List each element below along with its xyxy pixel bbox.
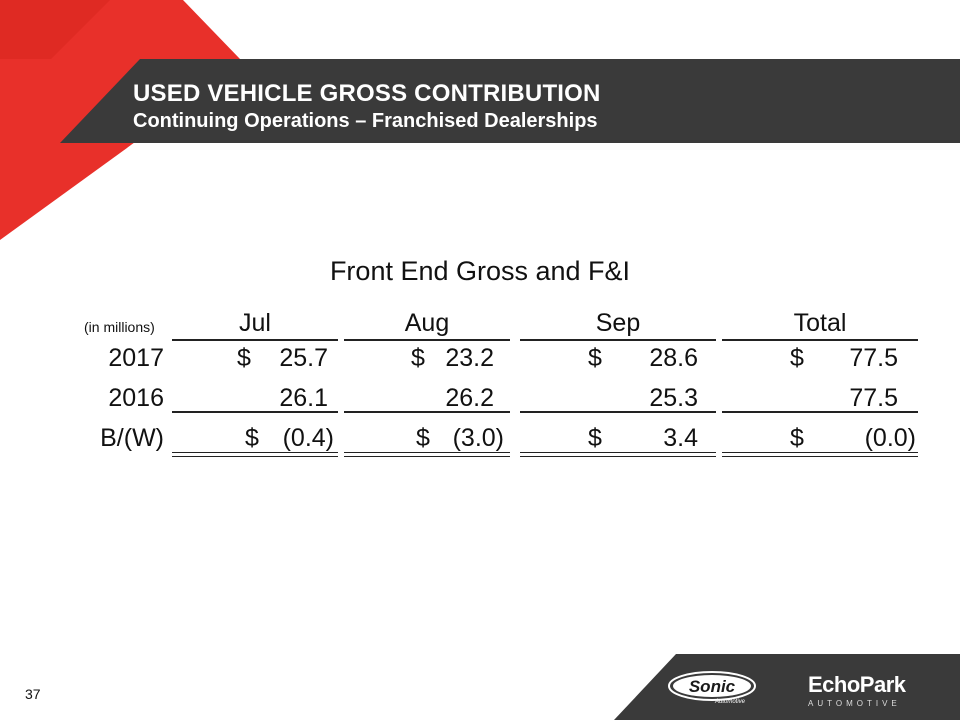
header-underline xyxy=(520,339,716,341)
total-double-underline xyxy=(344,452,510,457)
cell-value: (0.0) xyxy=(864,424,916,452)
row-label-bw: B/(W) xyxy=(100,424,164,452)
page-number: 37 xyxy=(25,686,41,702)
cell-value: 26.1 xyxy=(279,384,328,412)
col-header-jul: Jul xyxy=(239,309,271,337)
cell-value: 23.2 xyxy=(445,344,494,372)
cell-value: 25.7 xyxy=(279,344,328,372)
col-header-total: Total xyxy=(793,309,847,337)
page-title: USED VEHICLE GROSS CONTRIBUTION xyxy=(133,80,601,107)
header-band xyxy=(0,59,960,143)
currency-sign: $ xyxy=(245,424,259,452)
total-double-underline xyxy=(172,452,338,457)
cell-value: 77.5 xyxy=(849,384,898,412)
footer-band xyxy=(614,654,960,720)
cell-value: (0.4) xyxy=(282,424,334,452)
header-underline xyxy=(172,339,338,341)
page-subtitle: Continuing Operations – Franchised Deale… xyxy=(133,110,598,132)
currency-sign: $ xyxy=(588,344,602,372)
header-wedge-overlap xyxy=(0,59,140,143)
units-label: (in millions) xyxy=(84,319,155,335)
currency-sign: $ xyxy=(411,344,425,372)
table-title: Front End Gross and F&I xyxy=(329,256,631,286)
svg-text:Sonic: Sonic xyxy=(689,677,736,696)
row-label-2016: 2016 xyxy=(108,384,164,412)
echopark-logo: EchoPark AUTOMOTIVE xyxy=(808,672,906,708)
cell-value: 25.3 xyxy=(649,384,698,412)
total-double-underline xyxy=(722,452,918,457)
subtotal-underline xyxy=(722,411,918,413)
header-underline xyxy=(722,339,918,341)
echopark-logo-subtext: AUTOMOTIVE xyxy=(808,699,901,708)
header-underline xyxy=(344,339,510,341)
cell-value: (3.0) xyxy=(452,424,504,452)
currency-sign: $ xyxy=(588,424,602,452)
sonic-automotive-logo: Sonic Automotive xyxy=(668,671,756,705)
currency-sign: $ xyxy=(790,424,804,452)
svg-text:Automotive: Automotive xyxy=(714,699,746,705)
currency-sign: $ xyxy=(237,344,251,372)
cell-value: 26.2 xyxy=(445,384,494,412)
currency-sign: $ xyxy=(790,344,804,372)
cell-value: 28.6 xyxy=(649,344,698,372)
col-header-aug: Aug xyxy=(404,309,450,337)
col-header-sep: Sep xyxy=(595,309,641,337)
subtotal-underline xyxy=(172,411,338,413)
total-double-underline xyxy=(520,452,716,457)
subtotal-underline xyxy=(344,411,510,413)
cell-value: 77.5 xyxy=(849,344,898,372)
currency-sign: $ xyxy=(416,424,430,452)
cell-value: 3.4 xyxy=(663,424,698,452)
row-label-2017: 2017 xyxy=(108,344,164,372)
echopark-logo-text: EchoPark xyxy=(808,672,906,697)
subtotal-underline xyxy=(520,411,716,413)
